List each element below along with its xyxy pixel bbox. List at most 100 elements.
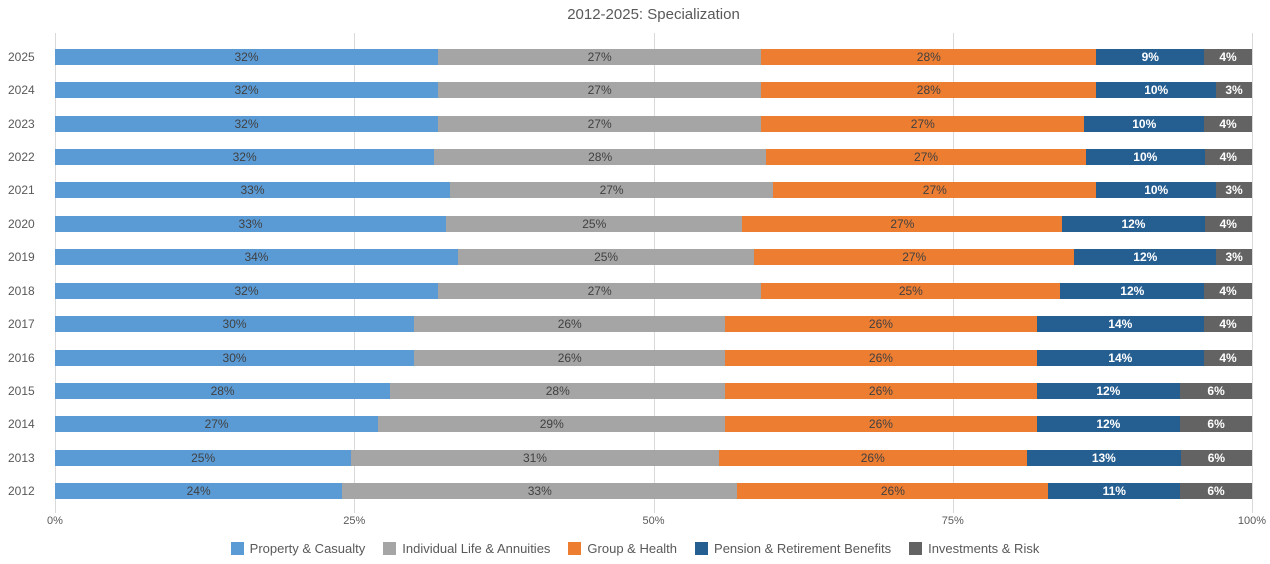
data-label: 28% <box>916 49 941 64</box>
legend-label: Pension & Retirement Benefits <box>714 541 892 556</box>
stacked-bar: 32% 27% 28% 9% 4% <box>55 48 1252 65</box>
stacked-bar: 32% 27% 27% 10% 4% <box>55 115 1252 132</box>
data-label: 4% <box>1219 350 1237 365</box>
bar-segment: 4% <box>1204 282 1252 299</box>
data-label: 25% <box>191 450 216 465</box>
gridline <box>653 33 655 508</box>
data-label: 27% <box>599 183 624 198</box>
bar-segment: 26% <box>725 316 1037 333</box>
data-label: 34% <box>244 250 269 265</box>
data-label: 33% <box>527 484 552 499</box>
data-label: 25% <box>582 216 607 231</box>
data-label: 25% <box>898 283 923 298</box>
data-label: 3% <box>1225 183 1243 198</box>
y-axis-label: 2019 <box>8 250 35 265</box>
y-axis-label: 2016 <box>8 350 35 365</box>
legend-marker-icon <box>695 542 709 555</box>
x-axis-label: 75% <box>941 515 964 527</box>
bar-row: 34% 25% 27% 12% 3% <box>55 241 1252 274</box>
stacked-bar: 33% 25% 27% 12% 4% <box>55 215 1252 232</box>
bar-segment: 27% <box>438 48 762 65</box>
bar-segment: 10% <box>1096 182 1217 199</box>
bar-segment: 31% <box>351 449 719 466</box>
legend-marker-icon <box>230 542 244 555</box>
stacked-bar: 30% 26% 26% 14% 4% <box>55 349 1252 366</box>
data-label: 26% <box>868 317 893 332</box>
axis-tick <box>55 508 56 513</box>
data-label: 12% <box>1120 283 1145 298</box>
x-axis-label: 0% <box>47 515 63 527</box>
y-axis-label: 2014 <box>8 417 35 432</box>
bar-segment: 12% <box>1036 382 1181 399</box>
bar-segment: 12% <box>1074 249 1217 266</box>
gridline <box>354 33 356 508</box>
stacked-bar: 25% 31% 26% 13% 6% <box>55 449 1252 466</box>
bar-segment: 28% <box>390 382 726 399</box>
bar-segment: 27% <box>450 182 774 199</box>
data-label: 26% <box>880 484 905 499</box>
legend-label: Individual Life & Annuities <box>402 541 551 556</box>
axis-tick <box>1252 508 1253 513</box>
legend-marker-icon <box>909 542 923 555</box>
bar-row: 30% 26% 26% 14% 4% <box>55 341 1252 374</box>
legend-label: Property & Casualty <box>249 541 366 556</box>
data-label: 11% <box>1102 484 1126 499</box>
x-axis: 0% 25% 50% 75% 100% <box>47 508 1266 534</box>
data-label: 26% <box>557 317 582 332</box>
data-label: 4% <box>1219 216 1237 231</box>
bar-segment: 33% <box>55 215 447 232</box>
data-label: 3% <box>1225 83 1243 98</box>
bar-row: 24% 33% 26% 11% 6% <box>55 474 1252 507</box>
bar-segment: 11% <box>1048 483 1181 500</box>
data-label: 6% <box>1207 383 1225 398</box>
y-axis-label: 2020 <box>8 216 35 231</box>
bar-segment: 4% <box>1204 316 1252 333</box>
data-label: 27% <box>587 83 612 98</box>
data-label: 26% <box>860 450 885 465</box>
x-axis-label: 25% <box>343 515 366 527</box>
data-label: 14% <box>1108 350 1133 365</box>
bar-row: 33% 27% 27% 10% 3% <box>55 174 1252 207</box>
bar-segment: 26% <box>737 483 1049 500</box>
data-label: 26% <box>868 383 893 398</box>
stacked-bar: 30% 26% 26% 14% 4% <box>55 316 1252 333</box>
data-label: 30% <box>222 317 247 332</box>
gridline <box>1252 33 1253 508</box>
bar-segment: 4% <box>1204 115 1252 132</box>
legend-item: Individual Life & Annuities <box>383 541 550 556</box>
bar-segment: 3% <box>1216 82 1252 99</box>
data-label: 13% <box>1091 450 1116 465</box>
stacked-bar: 34% 25% 27% 12% 3% <box>55 249 1252 266</box>
bar-segment: 6% <box>1180 416 1252 433</box>
data-label: 32% <box>234 283 259 298</box>
bar-row: 25% 31% 26% 13% 6% <box>55 441 1252 474</box>
y-axis-label: 2024 <box>8 83 35 98</box>
data-label: 27% <box>587 283 612 298</box>
legend-marker-icon <box>568 542 582 555</box>
bar-row: 33% 25% 27% 12% 4% <box>55 207 1252 240</box>
stacked-bar: 32% 27% 25% 12% 4% <box>55 282 1252 299</box>
data-label: 4% <box>1219 49 1237 64</box>
data-label: 31% <box>522 450 547 465</box>
data-label: 10% <box>1144 83 1169 98</box>
bar-segment: 25% <box>457 249 755 266</box>
gridlines <box>55 33 1253 508</box>
bar-segment: 4% <box>1204 215 1252 232</box>
bar-segment: 25% <box>446 215 743 232</box>
chart-title: 2012-2025: Specialization <box>567 6 740 23</box>
stacked-bar: 33% 27% 27% 10% 3% <box>55 182 1252 199</box>
bar-segment: 27% <box>55 416 379 433</box>
bar-segment: 27% <box>773 182 1097 199</box>
legend-item: Investments & Risk <box>909 541 1039 556</box>
bar-segment: 30% <box>55 349 415 366</box>
data-label: 14% <box>1108 317 1133 332</box>
bar-segment: 4% <box>1204 148 1252 165</box>
legend: Property & Casualty Individual Life & Ann… <box>0 541 1270 556</box>
bar-segment: 32% <box>55 282 439 299</box>
bar-segment: 27% <box>438 115 762 132</box>
data-label: 27% <box>910 116 935 131</box>
bar-segment: 24% <box>55 483 343 500</box>
y-axis-label: 2013 <box>8 450 35 465</box>
data-label: 10% <box>1132 116 1157 131</box>
legend-item: Group & Health <box>568 541 677 556</box>
